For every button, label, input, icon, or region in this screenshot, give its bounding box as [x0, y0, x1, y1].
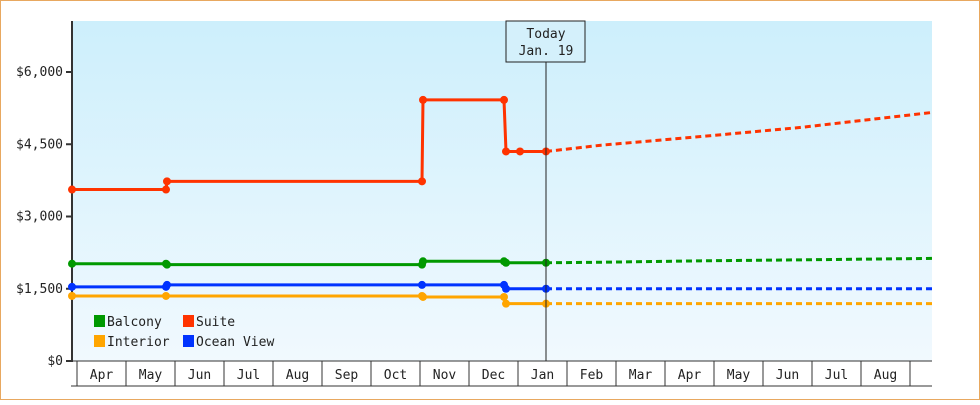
x-month-label: Aug: [286, 368, 309, 383]
data-point[interactable]: [163, 177, 171, 186]
series-lines: [68, 95, 933, 308]
data-point[interactable]: [163, 260, 171, 269]
data-point[interactable]: [502, 147, 510, 156]
today-date: Jan. 19: [519, 44, 574, 59]
data-point[interactable]: [419, 95, 427, 104]
data-point[interactable]: [418, 177, 426, 186]
x-month-label: Sep: [335, 368, 359, 383]
x-month-label: Jul: [237, 368, 260, 383]
y-tick-label: $1,500: [16, 282, 63, 297]
legend-swatch: [183, 315, 194, 327]
data-point[interactable]: [162, 185, 170, 194]
legend-swatch: [183, 335, 194, 347]
x-month-label: Jun: [776, 368, 799, 383]
data-point[interactable]: [68, 282, 76, 291]
legend-swatch: [94, 335, 105, 347]
series-suite-projection: [545, 110, 933, 153]
data-point[interactable]: [68, 185, 76, 194]
data-point[interactable]: [500, 292, 508, 301]
data-point[interactable]: [419, 292, 427, 301]
y-tick-label: $6,000: [16, 65, 63, 80]
legend-label: Interior: [107, 335, 170, 350]
y-axis: $0 $1,500 $3,000 $4,500 $6,000: [16, 21, 73, 369]
legend-swatch: [94, 315, 105, 327]
x-month-label: Aug: [874, 368, 897, 383]
data-point[interactable]: [162, 291, 170, 300]
x-month-label: Jan: [531, 368, 554, 383]
x-month-label: Nov: [433, 368, 457, 383]
data-point[interactable]: [419, 257, 427, 266]
x-month-label: Dec: [482, 368, 505, 383]
data-point[interactable]: [500, 95, 508, 104]
y-tick-label: $3,000: [16, 210, 63, 225]
legend-label: Balcony: [107, 315, 162, 330]
x-month-label: Apr: [678, 368, 702, 383]
x-month-label: Oct: [384, 368, 407, 383]
x-month-label: May: [139, 368, 163, 383]
x-month-label: Feb: [580, 368, 604, 383]
y-tick-label: $0: [47, 354, 63, 369]
legend: Balcony Suite Interior Ocean View: [94, 315, 274, 350]
data-point[interactable]: [418, 280, 426, 289]
y-tick-label: $4,500: [16, 137, 63, 152]
x-month-label: Jul: [825, 368, 848, 383]
data-point[interactable]: [163, 280, 171, 289]
today-label: Today: [526, 27, 565, 42]
data-point[interactable]: [502, 299, 510, 308]
data-point[interactable]: [502, 258, 510, 267]
x-axis: Apr May Jun Jul Aug Sep Oct Nov Dec Jan Feb Mar Apr M…: [71, 360, 932, 387]
data-point[interactable]: [68, 291, 76, 300]
x-month-label: Jun: [188, 368, 211, 383]
today-marker: Today Jan. 19: [505, 20, 586, 361]
x-month-label: Mar: [629, 368, 653, 383]
legend-label: Suite: [196, 315, 235, 330]
data-point[interactable]: [502, 284, 510, 293]
plot-area: [72, 21, 932, 361]
legend-label: Ocean View: [196, 335, 274, 350]
data-point[interactable]: [68, 259, 76, 268]
x-month-label: Apr: [90, 368, 114, 383]
series-balcony-projection: [545, 256, 933, 265]
x-month-label: May: [727, 368, 751, 383]
data-point[interactable]: [516, 147, 524, 156]
